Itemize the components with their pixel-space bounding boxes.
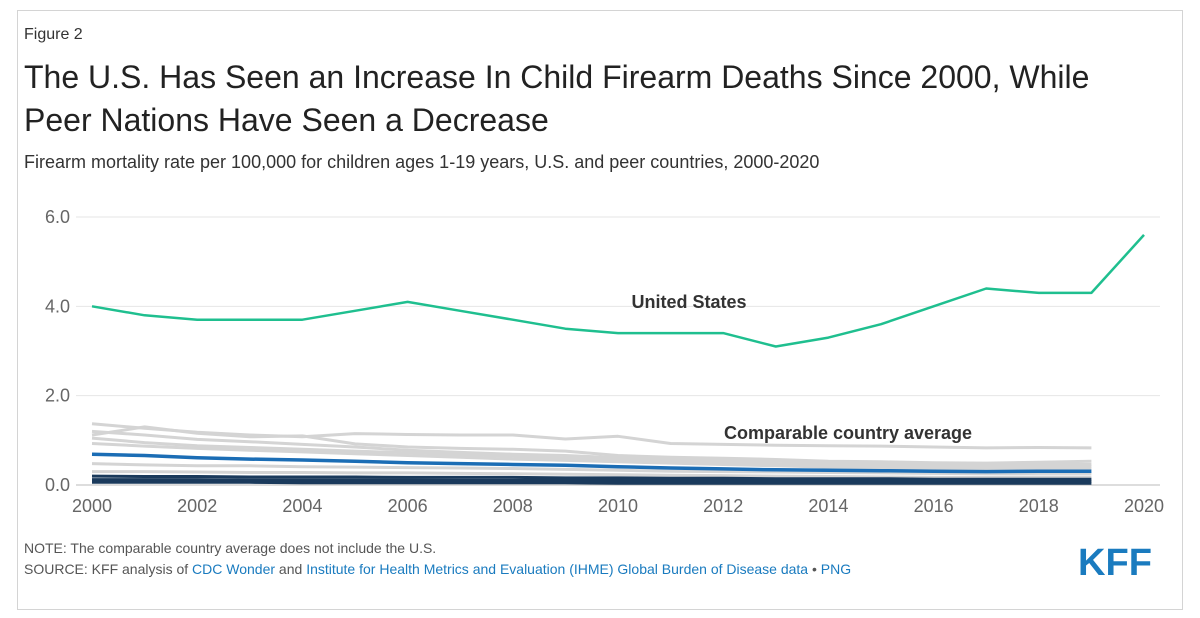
chart-title: The U.S. Has Seen an Increase In Child F…	[24, 59, 1090, 138]
kff-logo-text: KFF	[1078, 543, 1152, 579]
dark-country-line-0	[91, 474, 1092, 481]
footnote: NOTE: The comparable country average doe…	[24, 538, 851, 580]
x-tick-label: 2002	[177, 496, 217, 516]
source-bullet: •	[808, 561, 821, 577]
peer-country-line-1	[91, 425, 1092, 465]
average-series-label: Comparable country average	[724, 423, 972, 443]
peer-country-line-4	[91, 442, 1092, 471]
chart-subtitle: Firearm mortality rate per 100,000 for c…	[24, 152, 820, 172]
x-tick-label: 2010	[598, 496, 638, 516]
y-tick-label: 6.0	[45, 207, 70, 227]
y-tick-label: 4.0	[45, 296, 70, 316]
united-states-line	[91, 234, 1145, 348]
note-text: NOTE: The comparable country average doe…	[24, 540, 437, 556]
figure-frame	[17, 10, 1183, 610]
figure-label: Figure 2	[24, 26, 83, 43]
x-tick-label: 2000	[72, 496, 112, 516]
kff-logo[interactable]: KFF	[1078, 543, 1152, 579]
peer-country-line-3	[91, 436, 1092, 469]
peer-country-line-6	[92, 470, 1092, 479]
comparable-average-line	[91, 452, 1092, 474]
source-line: SOURCE: KFF analysis of CDC Wonder and I…	[24, 559, 851, 580]
dark-country-line-1	[92, 478, 1092, 483]
us-series-label: United States	[631, 292, 746, 312]
x-tick-label: 2018	[1019, 496, 1059, 516]
x-tick-label: 2008	[493, 496, 533, 516]
source-and: and	[275, 561, 307, 577]
peer-country-line-2	[91, 429, 1092, 467]
y-tick-label: 0.0	[45, 475, 70, 495]
dark-country-line-2	[92, 480, 1092, 485]
x-tick-label: 2006	[388, 496, 428, 516]
peer-country-line-5	[91, 462, 1092, 476]
x-tick-label: 2016	[914, 496, 954, 516]
source-prefix: SOURCE: KFF analysis of	[24, 561, 193, 577]
y-tick-label: 2.0	[45, 386, 70, 406]
x-tick-label: 2004	[282, 496, 322, 516]
png-download-link[interactable]: PNG	[820, 561, 852, 577]
cdc-wonder-link[interactable]: CDC Wonder	[192, 561, 276, 577]
ihme-link[interactable]: Institute for Health Metrics and Evaluat…	[306, 561, 809, 577]
x-tick-label: 2012	[703, 496, 743, 516]
x-tick-label: 2014	[808, 496, 848, 516]
x-tick-label: 2020	[1124, 496, 1164, 516]
